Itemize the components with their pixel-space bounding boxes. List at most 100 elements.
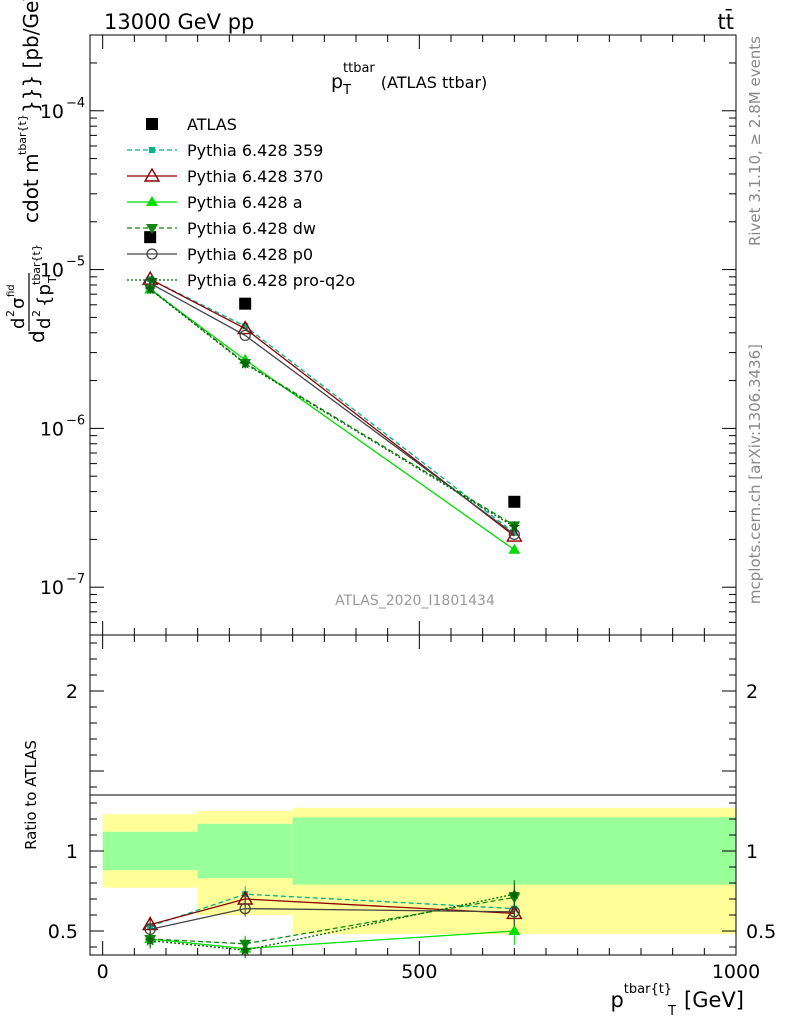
xlabel-sub: T (667, 1004, 676, 1019)
ratio-ytick-label-right: 1 (746, 841, 758, 863)
ratio-ytick-label-right: 0.5 (746, 921, 776, 943)
ylabel-den-sup: tbar{t} (30, 244, 43, 285)
data-point (144, 283, 156, 295)
legend-label: ATLAS (187, 115, 237, 134)
data-point (508, 495, 521, 508)
data-point (508, 543, 521, 554)
ylabel-units: }}} [pb/GeV (19, 0, 43, 113)
legend-entry-1: Pythia 6.428 359 (127, 141, 323, 160)
stat-uncertainty-band (197, 823, 293, 879)
xlabel: ptbar{t} T [GeV] (610, 982, 744, 1019)
ylabel-den-d: d (34, 318, 55, 329)
legend-entry-6: Pythia 6.428 pro-q2o (127, 271, 355, 290)
ylabel-den-T: T (46, 276, 59, 284)
xlabel-base: p (610, 988, 623, 1012)
header-right: tt̄ (718, 9, 734, 34)
legend-marker (146, 224, 158, 234)
data-point (506, 527, 523, 542)
legend-marker (143, 167, 161, 182)
ratio-ytick-label: 2 (66, 681, 78, 703)
legend: ATLAS Pythia 6.428 359 Pythia 6.428 370 Pyt… (127, 115, 355, 290)
legend-marker (146, 274, 158, 285)
xtick-label: 500 (401, 961, 437, 983)
data-point (242, 323, 249, 330)
legend-marker (146, 118, 158, 130)
title-rest: (ATLAS ttbar) (381, 73, 488, 92)
ratio-panel: 0.5 0.5 1 1 2 2 0 500 1000 Ratio to ATLAS ptbar{… (22, 634, 776, 1019)
main-series-3 (144, 283, 521, 554)
legend-label: Pythia 6.428 dw (187, 219, 316, 238)
ratio-point (508, 888, 520, 900)
main-ytick-label: 10 (40, 418, 64, 440)
data-point (511, 529, 518, 536)
data-point (239, 357, 251, 369)
main-ytick-label: 10 (40, 260, 64, 282)
ratio-series-5 (144, 880, 520, 959)
ratio-point (144, 934, 156, 946)
ylabel-sigma: σ (8, 298, 29, 309)
xlabel-sup: tbar{t} (624, 982, 672, 997)
ratio-point (508, 925, 521, 935)
main-ytick-label: 10 (40, 577, 64, 599)
main-ytick-label: 10 (40, 101, 64, 123)
series-line (149, 287, 515, 526)
main-ticks: 10−710−610−510−4 (40, 35, 737, 636)
ratio-ytick-label: 0.5 (48, 921, 78, 943)
ylabel-den-p: {p (34, 284, 55, 307)
legend-marker (146, 248, 158, 260)
ylabel-cdot: cdot m (19, 153, 43, 223)
title-sup: ttbar (343, 61, 375, 76)
legend-entry-4: Pythia 6.428 dw (127, 219, 316, 238)
rivet-label: Rivet 3.1.10, ≥ 2.8M events (746, 36, 764, 246)
main-series-5 (144, 277, 520, 541)
legend-marker (149, 147, 155, 153)
mcplots-label: mcplots.cern.ch [arXiv:1306.3436] (746, 344, 764, 604)
ylabel-den-2: 2 (30, 310, 43, 317)
series-line (149, 282, 515, 535)
data-point (239, 329, 251, 342)
legend-entry-5: Pythia 6.428 p0 (127, 245, 313, 264)
ylabel-m-sup: tbar{t} (16, 114, 29, 155)
ratio-frame (89, 634, 737, 956)
main-series-0 (144, 231, 521, 508)
legend-label: Pythia 6.428 pro-q2o (187, 271, 355, 290)
title-sub: T (342, 83, 351, 98)
series-line (149, 278, 515, 537)
legend-entry-0: ATLAS (146, 115, 237, 134)
ylabel-d1: d (25, 330, 49, 343)
data-point (236, 320, 254, 335)
legend-entry-2: Pythia 6.428 370 (127, 167, 323, 186)
ratio-bands (102, 807, 736, 935)
analysis-watermark: ATLAS_2020_I1801434 (335, 593, 495, 609)
main-series-2 (141, 270, 523, 542)
ratio-point (239, 944, 251, 956)
data-point (144, 231, 157, 244)
main-ylabel: d d 2 σ fid d 2 {p tbar{t} T cdot m tbar… (4, 0, 59, 343)
main-series-6 (144, 283, 520, 532)
main-series-4 (144, 284, 521, 532)
ratio-series (141, 880, 523, 959)
main-ytick-exponent: −5 (66, 255, 85, 270)
legend-label: Pythia 6.428 370 (187, 167, 323, 186)
xlabel-rest: [GeV] (684, 988, 744, 1012)
data-point (239, 297, 252, 310)
ratio-ylabel: Ratio to ATLAS (22, 740, 40, 850)
stat-uncertainty-band (292, 817, 736, 885)
series-line (149, 288, 515, 551)
legend-marker (146, 196, 158, 206)
main-ytick-exponent: −7 (66, 572, 85, 587)
header-left: 13000 GeV pp (104, 10, 254, 34)
ratio-ytick-label-right: 2 (746, 681, 758, 703)
ratio-point (239, 902, 251, 915)
ylabel-num-d: d (8, 318, 29, 329)
main-series-1 (147, 276, 518, 536)
legend-entry-3: Pythia 6.428 a (127, 193, 303, 212)
legend-label: Pythia 6.428 p0 (187, 245, 313, 264)
legend-label: Pythia 6.428 a (187, 193, 303, 212)
stat-uncertainty-band (102, 831, 198, 871)
ratio-ticks: 0.5 0.5 1 1 2 2 0 500 1000 (48, 635, 776, 983)
legend-label: Pythia 6.428 359 (187, 141, 323, 160)
ratio-ytick-label: 1 (66, 841, 78, 863)
ylabel-num-2: 2 (4, 310, 17, 317)
